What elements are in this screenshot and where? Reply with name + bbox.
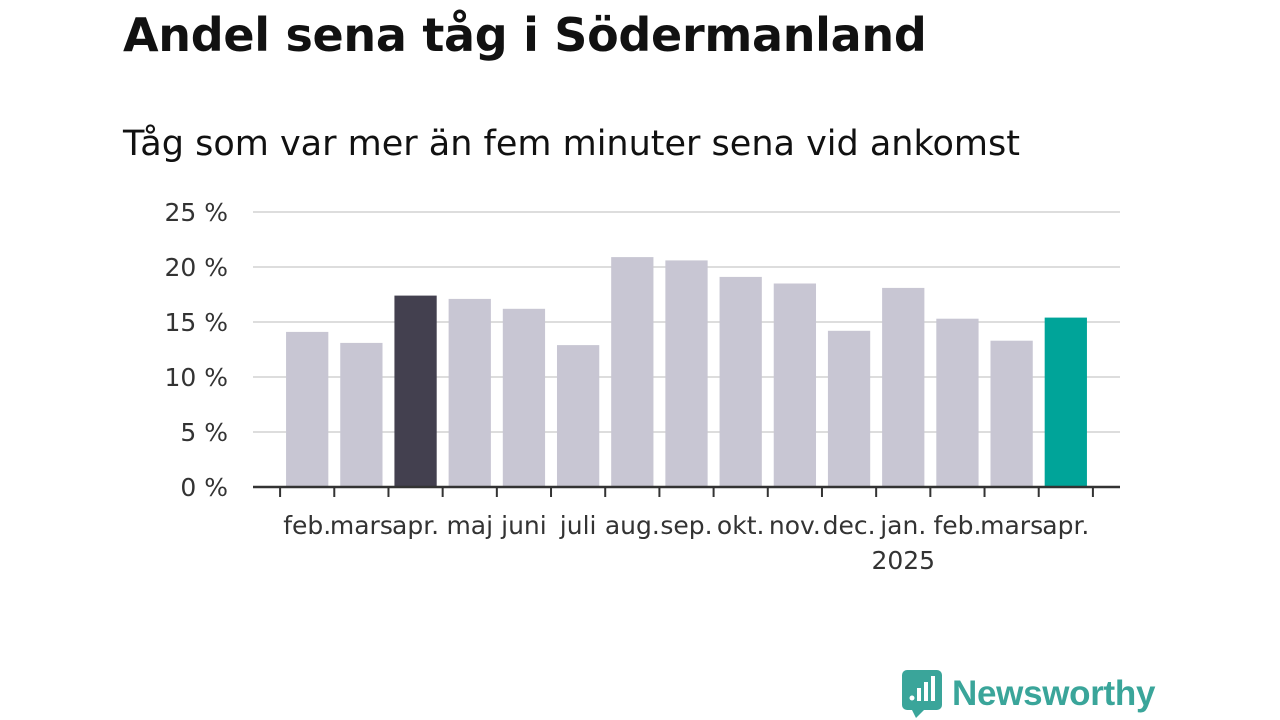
x-tick-label: mars: [980, 511, 1043, 540]
y-tick-label: 10 %: [164, 363, 228, 392]
y-tick-label: 20 %: [164, 253, 228, 282]
bar: [719, 276, 762, 487]
x-tick-label: feb.: [933, 511, 981, 540]
x-tick-label: apr.: [1042, 511, 1089, 540]
bar: [936, 318, 979, 487]
bar: [882, 287, 925, 487]
bar: [556, 345, 600, 487]
x-tick-label: dec.: [823, 511, 876, 540]
chart-subtitle: Tåg som var mer än fem minuter sena vid …: [123, 124, 1020, 164]
bar: [286, 331, 329, 487]
bar: [502, 308, 546, 487]
bar: [665, 260, 708, 487]
bar-chart: 0 %5 %10 %15 %20 %25 % feb.mars apr. maj ju…: [164, 198, 1120, 575]
x-tick-label: feb.: [283, 511, 331, 540]
x-axis: [253, 485, 1120, 497]
bar-chart-speech-bubble-icon: [902, 670, 942, 718]
bar: [990, 340, 1033, 487]
bar: [1044, 317, 1087, 487]
x-tick-label: apr.: [392, 511, 439, 540]
y-tick-label: 15 %: [164, 308, 228, 337]
y-axis-ticks: 0 % 5 % 10 % 15 % 20 % 25 %: [164, 198, 228, 502]
y-tick-label: 5 %: [180, 418, 228, 447]
x-tick-label: juni: [500, 511, 547, 540]
x-tick-label: juli: [559, 511, 597, 540]
bar: [394, 295, 437, 487]
bar: [611, 257, 654, 487]
x-year-label: 2025: [871, 546, 935, 575]
newsworthy-logo: Newsworthy: [902, 670, 1155, 718]
y-tick-label: 0 %: [180, 473, 228, 502]
bar: [340, 342, 383, 487]
x-axis-ticks: feb.mars apr. maj juni juli aug. sep. okt. nov. d…: [283, 511, 1089, 575]
x-tick-label: mars: [330, 511, 393, 540]
bars: [286, 257, 1087, 487]
x-tick-label: aug.: [605, 511, 660, 540]
x-tick-label: okt.: [717, 511, 765, 540]
x-tick-label: nov.: [769, 511, 821, 540]
x-tick-label: maj: [446, 511, 493, 540]
bar: [773, 283, 817, 487]
bar: [827, 330, 871, 487]
brand-name: Newsworthy: [952, 674, 1156, 713]
bar: [448, 298, 491, 487]
x-tick-label: jan.: [879, 511, 926, 540]
y-tick-label: 25 %: [164, 198, 228, 227]
chart-title: Andel sena tåg i Södermanland: [123, 8, 927, 62]
x-tick-label: sep.: [660, 511, 712, 540]
